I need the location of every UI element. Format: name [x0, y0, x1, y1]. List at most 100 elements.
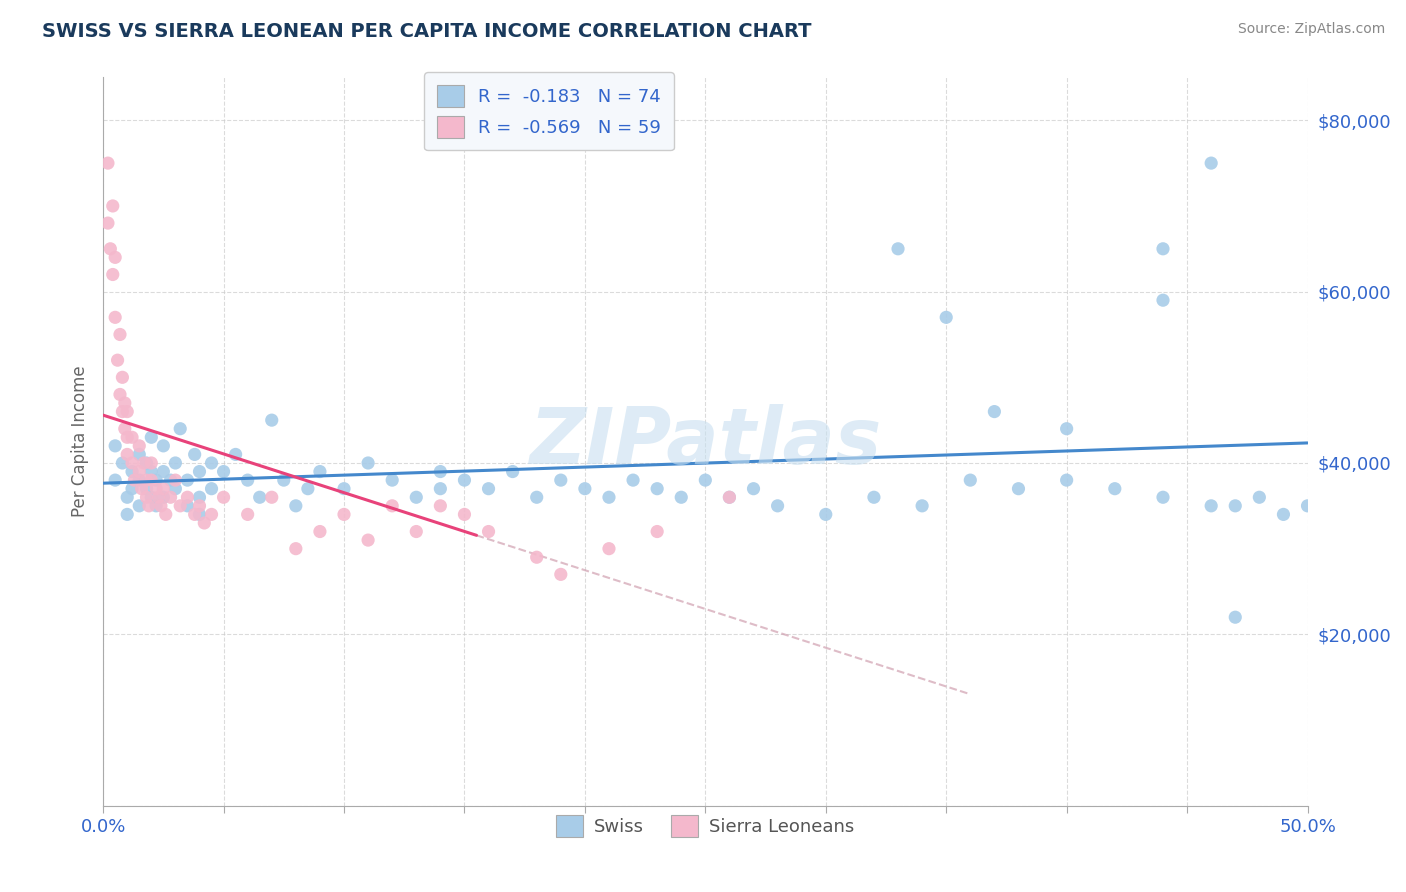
Sierra Leoneans	[333, 508, 356, 522]
Swiss	[121, 482, 143, 496]
Sierra Leoneans	[114, 422, 136, 436]
Swiss	[429, 482, 451, 496]
Swiss	[935, 310, 957, 325]
Sierra Leoneans	[149, 499, 172, 513]
Swiss	[165, 456, 187, 470]
Swiss	[111, 456, 134, 470]
Sierra Leoneans	[429, 499, 451, 513]
Sierra Leoneans	[124, 473, 146, 487]
Swiss	[212, 465, 235, 479]
Sierra Leoneans	[115, 447, 138, 461]
Swiss	[1152, 242, 1174, 256]
Swiss	[104, 473, 127, 487]
Swiss	[188, 465, 211, 479]
Swiss	[814, 508, 837, 522]
Swiss	[236, 473, 259, 487]
Swiss	[200, 482, 222, 496]
Swiss	[429, 465, 451, 479]
Swiss	[526, 490, 548, 504]
Swiss	[621, 473, 644, 487]
Sierra Leoneans	[148, 490, 170, 504]
Swiss	[115, 490, 138, 504]
Sierra Leoneans	[357, 533, 380, 547]
Sierra Leoneans	[453, 508, 475, 522]
Sierra Leoneans	[115, 430, 138, 444]
Swiss	[284, 499, 307, 513]
Swiss	[911, 499, 934, 513]
Swiss	[135, 482, 157, 496]
Sierra Leoneans	[132, 456, 155, 470]
Sierra Leoneans	[98, 242, 121, 256]
Text: Source: ZipAtlas.com: Source: ZipAtlas.com	[1237, 22, 1385, 37]
Swiss	[309, 465, 332, 479]
Swiss	[128, 499, 150, 513]
Sierra Leoneans	[193, 516, 215, 530]
Swiss	[141, 490, 163, 504]
Legend: Swiss, Sierra Leoneans: Swiss, Sierra Leoneans	[548, 807, 862, 844]
Sierra Leoneans	[159, 490, 181, 504]
Sierra Leoneans	[104, 310, 127, 325]
Swiss	[381, 473, 404, 487]
Swiss	[249, 490, 271, 504]
Sierra Leoneans	[97, 156, 120, 170]
Sierra Leoneans	[155, 508, 177, 522]
Text: ZIPatlas: ZIPatlas	[529, 403, 882, 480]
Swiss	[718, 490, 741, 504]
Sierra Leoneans	[135, 490, 157, 504]
Sierra Leoneans	[526, 550, 548, 565]
Swiss	[357, 456, 380, 470]
Swiss	[1272, 508, 1295, 522]
Swiss	[225, 447, 247, 461]
Swiss	[1152, 490, 1174, 504]
Swiss	[128, 473, 150, 487]
Swiss	[1152, 293, 1174, 308]
Sierra Leoneans	[176, 490, 198, 504]
Sierra Leoneans	[101, 199, 124, 213]
Swiss	[104, 439, 127, 453]
Swiss	[273, 473, 295, 487]
Swiss	[1249, 490, 1271, 504]
Swiss	[1225, 610, 1247, 624]
Sierra Leoneans	[165, 473, 187, 487]
Swiss	[1199, 156, 1222, 170]
Sierra Leoneans	[183, 508, 205, 522]
Swiss	[1007, 482, 1029, 496]
Swiss	[1056, 422, 1078, 436]
Sierra Leoneans	[477, 524, 499, 539]
Swiss	[766, 499, 789, 513]
Swiss	[983, 404, 1005, 418]
Y-axis label: Per Capita Income: Per Capita Income	[72, 366, 89, 517]
Swiss	[574, 482, 596, 496]
Sierra Leoneans	[550, 567, 572, 582]
Swiss	[152, 490, 174, 504]
Swiss	[176, 499, 198, 513]
Sierra Leoneans	[381, 499, 404, 513]
Sierra Leoneans	[236, 508, 259, 522]
Swiss	[405, 490, 427, 504]
Swiss	[333, 482, 356, 496]
Swiss	[145, 473, 167, 487]
Sierra Leoneans	[141, 473, 163, 487]
Swiss	[169, 422, 191, 436]
Swiss	[188, 490, 211, 504]
Sierra Leoneans	[108, 327, 131, 342]
Sierra Leoneans	[135, 473, 157, 487]
Swiss	[502, 465, 524, 479]
Swiss	[159, 473, 181, 487]
Swiss	[188, 508, 211, 522]
Sierra Leoneans	[111, 404, 134, 418]
Swiss	[121, 465, 143, 479]
Swiss	[1056, 473, 1078, 487]
Sierra Leoneans	[138, 499, 160, 513]
Sierra Leoneans	[108, 387, 131, 401]
Swiss	[200, 456, 222, 470]
Sierra Leoneans	[121, 456, 143, 470]
Swiss	[141, 430, 163, 444]
Sierra Leoneans	[405, 524, 427, 539]
Sierra Leoneans	[128, 439, 150, 453]
Sierra Leoneans	[260, 490, 283, 504]
Swiss	[176, 473, 198, 487]
Swiss	[742, 482, 765, 496]
Sierra Leoneans	[284, 541, 307, 556]
Text: SWISS VS SIERRA LEONEAN PER CAPITA INCOME CORRELATION CHART: SWISS VS SIERRA LEONEAN PER CAPITA INCOM…	[42, 22, 811, 41]
